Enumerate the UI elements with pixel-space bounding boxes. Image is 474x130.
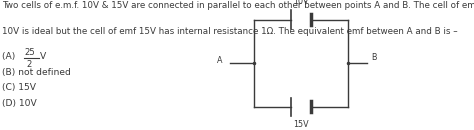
- Text: (C) 15V: (C) 15V: [2, 83, 36, 92]
- Text: V: V: [40, 52, 46, 61]
- Text: A: A: [217, 56, 223, 65]
- Text: (A): (A): [2, 52, 18, 61]
- Text: 10V: 10V: [293, 0, 309, 6]
- Text: B: B: [371, 53, 377, 62]
- Text: 25: 25: [25, 48, 36, 57]
- Text: 15V: 15V: [293, 120, 309, 129]
- Text: 10V is ideal but the cell of emf 15V has internal resistance 1Ω. The equivalent : 10V is ideal but the cell of emf 15V has…: [2, 27, 458, 36]
- Text: Two cells of e.m.f. 10V & 15V are connected in parallel to each other between po: Two cells of e.m.f. 10V & 15V are connec…: [2, 1, 474, 10]
- Text: 2: 2: [27, 60, 32, 69]
- Text: (D) 10V: (D) 10V: [2, 99, 37, 108]
- Text: (B) not defined: (B) not defined: [2, 68, 71, 77]
